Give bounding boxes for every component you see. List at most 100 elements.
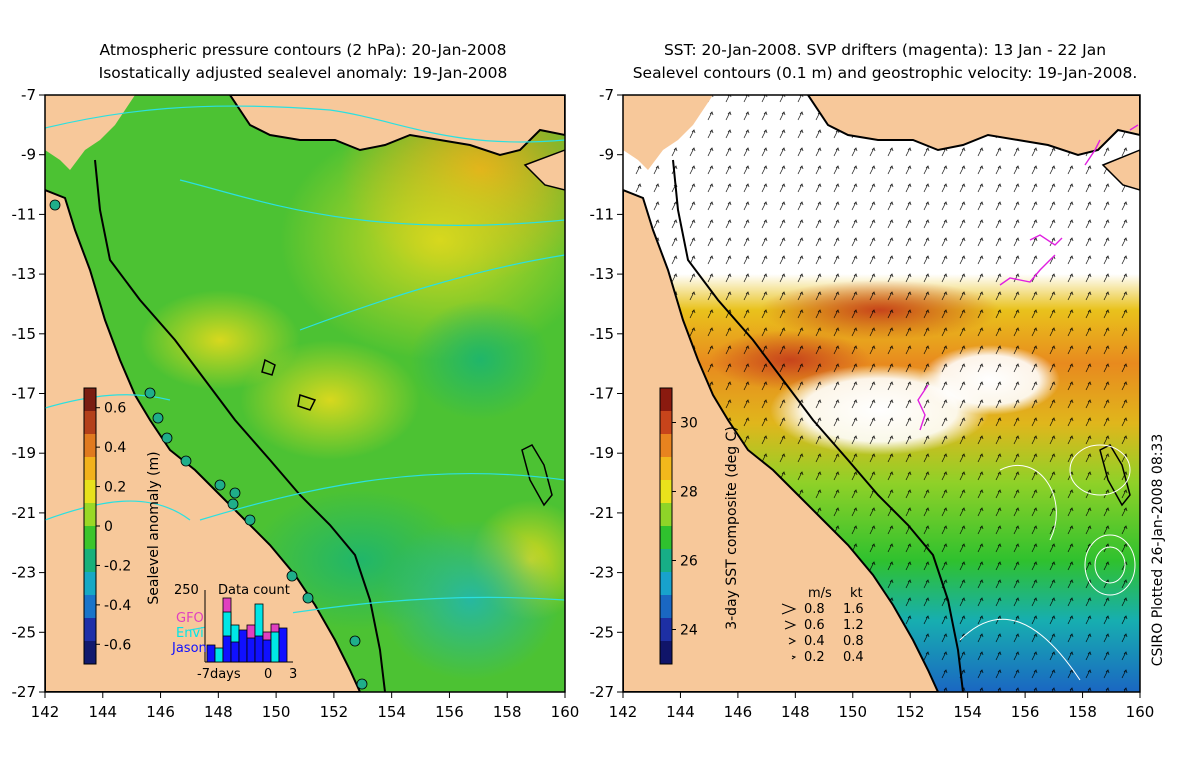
- left-y-tick-label: -21: [12, 504, 37, 522]
- velocity-row3-ms: 0.4: [804, 634, 825, 649]
- right-colorbar-label: 3-day SST composite (deg C): [724, 426, 740, 630]
- left-y-tick-label: -13: [12, 265, 37, 283]
- left-x-tick-label: 154: [377, 703, 406, 721]
- australia-land: [45, 95, 135, 170]
- right-y-tick-label: -21: [590, 504, 614, 522]
- australia-land-right: [623, 188, 940, 692]
- colorbar-tick-label: 26: [680, 554, 698, 570]
- colorbar-swatch: [660, 388, 672, 412]
- colorbar-tick-label: 0.2: [104, 480, 126, 496]
- colorbar-swatch: [660, 480, 672, 504]
- right-y-tick-label: -25: [590, 623, 614, 641]
- left-y-tick-label: -15: [12, 325, 37, 343]
- left-y-tick-label: -27: [12, 683, 37, 701]
- right-x-tick-label: 152: [896, 703, 925, 721]
- colorbar-tick-label: 28: [680, 485, 698, 501]
- right-colorbar: 30 28 26 24: [659, 387, 698, 665]
- velocity-row1-ms: 0.8: [804, 602, 825, 617]
- right-y-tick-label: -7: [599, 86, 614, 104]
- velocity-unit-kt: kt: [850, 586, 863, 601]
- colorbar-swatch: [84, 434, 96, 458]
- velocity-row4-kt: 0.4: [843, 650, 864, 665]
- svp-drifter-tracks: [917, 124, 1139, 431]
- right-x-tick-label: 154: [953, 703, 982, 721]
- left-x-tick-label: 160: [551, 703, 580, 721]
- colorbar-swatch: [660, 526, 672, 550]
- left-x-tick-label: 148: [204, 703, 233, 721]
- velocity-row1-kt: 1.6: [843, 602, 864, 617]
- inset-ymax: 250: [174, 583, 199, 598]
- left-title-line1: Atmospheric pressure contours (2 hPa): 2…: [99, 41, 507, 59]
- left-map-panel: 142 144 146 148 150 152 154 156 158 160 -7 -9 -11 -1…: [12, 86, 580, 721]
- inset-xlabel-start: -7days: [197, 667, 241, 682]
- colorbar-swatch: [84, 457, 96, 481]
- left-x-tick-label: 152: [320, 703, 349, 721]
- colorbar-swatch: [84, 572, 96, 596]
- left-x-tick-label: 150: [262, 703, 291, 721]
- velocity-row4-ms: 0.2: [804, 650, 825, 665]
- inset-title: Data count: [218, 583, 290, 598]
- left-x-tick-label: 156: [435, 703, 464, 721]
- colorbar-swatch: [84, 503, 96, 527]
- right-map-panel: 142 144 146 148 150 152 154 156 158 160 -7 -9 -11 -1…: [590, 86, 1166, 721]
- colorbar-swatch: [660, 595, 672, 619]
- right-y-tick-label: -17: [590, 385, 614, 403]
- right-x-axis: 142 144 146 148 150 152 154 156 158 160: [609, 692, 1154, 721]
- right-y-tick-label: -23: [590, 564, 614, 582]
- colorbar-tick-label: -0.2: [104, 558, 131, 574]
- left-colorbar-label: Sealevel anomaly (m): [146, 451, 162, 604]
- inset-legend-jason: Jason: [171, 641, 207, 656]
- left-x-tick-label: 144: [88, 703, 117, 721]
- right-y-tick-label: -19: [590, 444, 614, 462]
- right-x-tick-label: 156: [1011, 703, 1040, 721]
- left-y-tick-label: -19: [12, 444, 37, 462]
- inset-legend-gfo: GFO: [176, 611, 204, 626]
- colorbar-swatch: [84, 549, 96, 573]
- velocity-legend: m/s kt 0.8 1.6 0.6 1.2 0.4 0.8 0.2 0.4: [781, 586, 864, 665]
- left-y-tick-label: -25: [12, 623, 37, 641]
- left-x-tick-label: 142: [31, 703, 60, 721]
- colorbar-swatch: [84, 595, 96, 619]
- colorbar-swatch: [660, 641, 672, 665]
- left-y-tick-label: -17: [12, 385, 37, 403]
- data-count-inset: Data count 250 GFO Envi Jason -7days 0 3: [171, 583, 297, 682]
- left-y-tick-label: -11: [12, 205, 37, 223]
- colorbar-tick-label: 0.6: [104, 401, 126, 417]
- right-x-tick-label: 144: [666, 703, 695, 721]
- left-x-axis: 142 144 146 148 150 152 154 156 158 160: [31, 692, 580, 721]
- left-y-axis: -7 -9 -11 -13 -15 -17 -19 -21 -23 -25 -27: [12, 86, 45, 701]
- colorbar-swatch: [84, 641, 96, 665]
- colorbar-swatch: [84, 411, 96, 435]
- right-y-tick-label: -15: [590, 325, 614, 343]
- right-y-tick-label: -9: [599, 146, 614, 164]
- inset-legend-envi: Envi: [176, 626, 204, 641]
- colorbar-swatch: [84, 526, 96, 550]
- colorbar-swatch: [660, 434, 672, 458]
- colorbar-swatch: [660, 549, 672, 573]
- colorbar-tick-label: 0: [104, 519, 113, 535]
- left-colorbar: 0.6 0.4 0.2 0 -0.2 -0.4 -0.6: [83, 387, 131, 665]
- inset-xlabel-zero: 0: [264, 667, 272, 682]
- right-x-tick-label: 142: [609, 703, 638, 721]
- colorbar-swatch: [660, 572, 672, 596]
- inset-xlabel-end: 3: [289, 667, 297, 682]
- right-title-line1: SST: 20-Jan-2008. SVP drifters (magenta)…: [663, 41, 1107, 59]
- right-y-axis: -7 -9 -11 -13 -15 -17 -19 -21 -23 -25 -27: [590, 86, 623, 701]
- colorbar-tick-label: 30: [680, 416, 698, 432]
- right-x-tick-label: 146: [724, 703, 753, 721]
- tide-gauge-markers: [49, 199, 368, 690]
- left-x-tick-label: 146: [146, 703, 175, 721]
- colorbar-swatch: [660, 457, 672, 481]
- right-x-tick-label: 148: [781, 703, 810, 721]
- left-x-tick-label: 158: [493, 703, 522, 721]
- negative-anomaly-region: [380, 520, 560, 680]
- colorbar-tick-label: -0.4: [104, 598, 131, 614]
- colorbar-swatch: [660, 503, 672, 527]
- right-y-tick-label: -13: [590, 265, 614, 283]
- left-title-line2: Isostatically adjusted sealevel anomaly:…: [98, 64, 508, 82]
- velocity-row2-ms: 0.6: [804, 618, 825, 633]
- plot-credit: CSIRO Plotted 26-Jan-2008 08:33: [1150, 434, 1166, 667]
- velocity-row2-kt: 1.2: [843, 618, 864, 633]
- left-y-tick-label: -23: [12, 564, 37, 582]
- colorbar-tick-label: 0.4: [104, 440, 126, 456]
